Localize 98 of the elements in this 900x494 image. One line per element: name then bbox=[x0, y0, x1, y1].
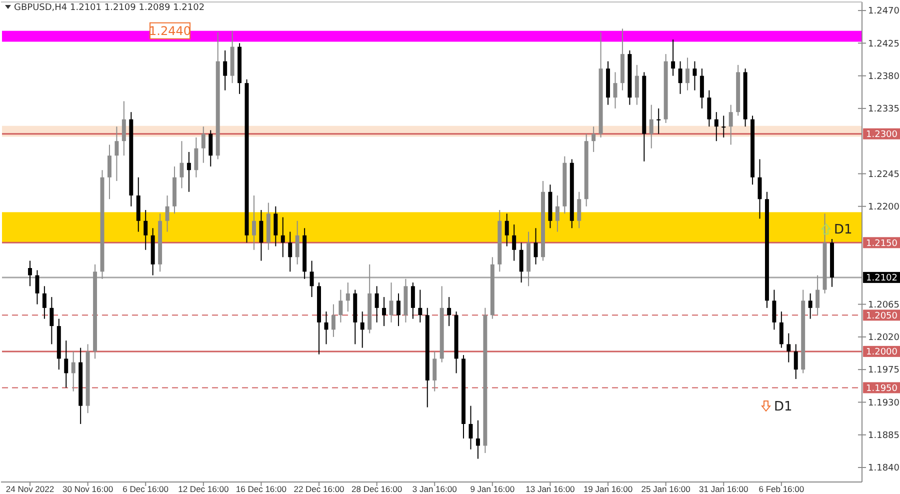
x-tick-label: 6 Dec 16:00 bbox=[122, 484, 169, 494]
candlestick bbox=[28, 260, 32, 287]
candlestick bbox=[634, 64, 639, 106]
y-tick-label: 1.2245 bbox=[868, 170, 900, 180]
ref-line-label: 1.2300 bbox=[866, 130, 898, 140]
candlestick bbox=[252, 194, 256, 250]
y-tick-label: 1.2065 bbox=[868, 300, 900, 310]
candlestick bbox=[288, 231, 292, 272]
candlestick bbox=[310, 260, 314, 298]
candlestick bbox=[504, 213, 509, 247]
candlestick bbox=[686, 57, 690, 91]
candlestick bbox=[794, 344, 798, 380]
x-tick-label: 31 Jan 16:00 bbox=[699, 484, 748, 494]
candlestick bbox=[700, 68, 704, 109]
x-tick-label: 24 Nov 2022 bbox=[6, 484, 54, 494]
candlestick bbox=[186, 151, 191, 192]
x-tick-label: 13 Jan 16:00 bbox=[526, 484, 576, 494]
chart-title: GBPUSD,H4 1.2101 1.2109 1.2089 1.2102 bbox=[14, 3, 205, 13]
x-tick-label: 12 Dec 16:00 bbox=[178, 484, 229, 494]
y-tick-label: 1.2020 bbox=[868, 333, 900, 344]
candlestick bbox=[577, 191, 582, 229]
y-tick-label: 1.2425 bbox=[868, 39, 900, 50]
y-tick-label: 1.1885 bbox=[868, 431, 900, 442]
candlestick bbox=[274, 206, 278, 247]
candlestick bbox=[396, 292, 400, 327]
candlestick bbox=[649, 104, 654, 149]
ref-line-label: 1.2102 bbox=[866, 274, 898, 284]
y-tick-label: 1.2335 bbox=[868, 104, 900, 115]
candlestick bbox=[534, 228, 538, 265]
candlestick bbox=[476, 420, 480, 460]
candlestick bbox=[728, 104, 733, 146]
annotation: D1 bbox=[834, 222, 852, 238]
candlestick bbox=[280, 216, 285, 258]
candlestick bbox=[331, 304, 336, 338]
y-tick-label: 1.1975 bbox=[868, 366, 900, 376]
candlestick bbox=[656, 108, 661, 134]
candlestick bbox=[201, 126, 206, 164]
candlestick bbox=[295, 220, 300, 265]
candlestick bbox=[592, 126, 596, 152]
ref-line-label: 1.2000 bbox=[866, 348, 898, 358]
candlestick bbox=[678, 60, 682, 94]
candlestick bbox=[432, 350, 437, 392]
x-tick-label: 22 Dec 16:00 bbox=[294, 484, 345, 494]
candlestick bbox=[374, 286, 379, 323]
candlestick bbox=[194, 136, 198, 178]
candlestick bbox=[208, 130, 213, 167]
candlestick bbox=[71, 350, 76, 392]
candlestick bbox=[555, 194, 560, 232]
candlestick bbox=[35, 270, 40, 305]
candlestick bbox=[122, 100, 126, 156]
ref-line-label: 1.2050 bbox=[866, 311, 898, 322]
candlestick bbox=[346, 282, 350, 312]
x-tick-label: 16 Dec 16:00 bbox=[236, 484, 287, 494]
candlestick bbox=[512, 224, 516, 262]
candlestick bbox=[808, 292, 812, 320]
y-tick-label: 1.1840 bbox=[868, 464, 900, 474]
candlestick bbox=[324, 311, 328, 345]
band-label: 1.2440 bbox=[149, 24, 191, 38]
candlestick bbox=[180, 140, 184, 189]
y-tick-label: 1.1930 bbox=[868, 398, 900, 408]
candlestick bbox=[338, 289, 343, 323]
x-tick-label: 6 Feb 16:00 bbox=[758, 484, 804, 494]
candlestick bbox=[779, 311, 784, 348]
candlestick bbox=[165, 194, 170, 232]
candlestick bbox=[772, 289, 776, 330]
candlestick bbox=[144, 209, 148, 250]
candlestick bbox=[114, 126, 119, 182]
x-tick-label: 25 Jan 16:00 bbox=[641, 484, 691, 494]
y-tick-label: 1.2380 bbox=[868, 72, 900, 82]
x-tick-label: 30 Nov 16:00 bbox=[62, 484, 114, 494]
annotation: D1 bbox=[774, 400, 792, 415]
candlestick bbox=[410, 282, 415, 320]
candlestick bbox=[519, 242, 524, 284]
candlestick bbox=[223, 50, 228, 91]
x-tick-label: 19 Jan 16:00 bbox=[583, 484, 633, 494]
candlestick bbox=[64, 340, 68, 388]
candlestick bbox=[418, 289, 422, 323]
ref-line-label: 1.2150 bbox=[866, 238, 898, 249]
candlestick bbox=[671, 39, 676, 76]
x-tick-label: 28 Dec 16:00 bbox=[352, 484, 402, 494]
candlestick bbox=[259, 209, 264, 262]
candlestick bbox=[447, 296, 452, 327]
candlestick bbox=[692, 60, 697, 91]
candlestick bbox=[786, 332, 791, 363]
x-tick-label: 9 Jan 16:00 bbox=[470, 484, 515, 494]
y-tick-label: 1.2470 bbox=[868, 6, 900, 17]
x-tick-label: 3 Jan 16:00 bbox=[412, 484, 458, 494]
candlestick bbox=[382, 296, 386, 327]
candlestick bbox=[714, 112, 718, 142]
candlestick bbox=[360, 311, 364, 348]
candlestick bbox=[107, 144, 112, 200]
candlestick bbox=[722, 115, 726, 138]
ref-line-label: 1.1950 bbox=[866, 384, 898, 394]
candlestick bbox=[816, 274, 820, 316]
candlestick bbox=[50, 296, 54, 345]
candlestick bbox=[707, 90, 712, 128]
candlestick bbox=[42, 286, 46, 320]
y-tick-label: 1.2200 bbox=[868, 202, 900, 213]
